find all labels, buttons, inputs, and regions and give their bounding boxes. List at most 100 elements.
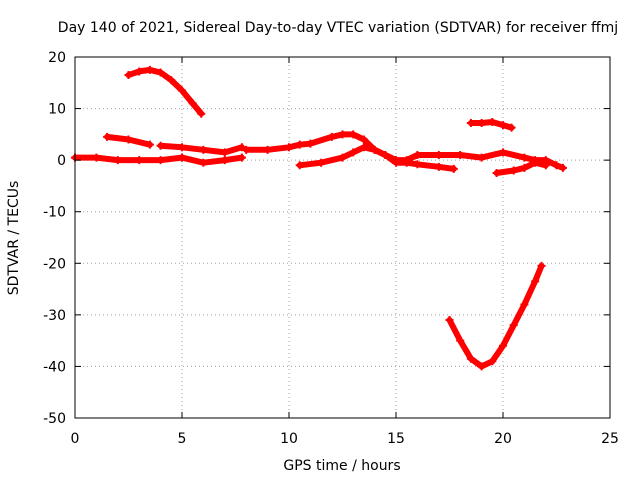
data-point xyxy=(520,163,529,172)
data-point xyxy=(306,139,315,148)
x-axis-label: GPS time / hours xyxy=(283,458,400,474)
data-point xyxy=(197,109,206,118)
series-trace xyxy=(125,66,205,117)
data-point xyxy=(520,300,529,309)
data-point xyxy=(520,153,529,162)
x-tick-label: 5 xyxy=(178,431,187,447)
data-point xyxy=(477,153,486,162)
data-point xyxy=(285,143,293,152)
data-point xyxy=(466,119,475,128)
data-point xyxy=(456,150,465,159)
y-tick-label: 20 xyxy=(48,50,66,66)
data-point xyxy=(402,158,411,167)
data-point xyxy=(537,261,546,270)
x-tick-label: 10 xyxy=(280,431,298,447)
y-tick-label: 0 xyxy=(57,153,66,169)
data-point xyxy=(92,153,101,162)
data-point xyxy=(456,336,465,345)
plot-frame xyxy=(74,56,611,419)
data-point xyxy=(434,162,443,171)
data-point xyxy=(237,153,246,162)
data-point xyxy=(237,143,246,152)
data-point xyxy=(413,150,422,159)
data-point xyxy=(359,135,368,144)
data-point xyxy=(178,86,186,95)
data-point xyxy=(507,123,516,132)
data-point xyxy=(359,143,368,152)
data-point xyxy=(492,169,501,178)
data-series-arc-1 xyxy=(71,153,246,167)
y-tick-label: -40 xyxy=(43,359,66,375)
data-point xyxy=(327,132,336,141)
y-tick-label: -50 xyxy=(43,411,66,427)
data-layer xyxy=(71,65,567,371)
data-point xyxy=(156,141,165,150)
data-point xyxy=(370,145,379,154)
x-tick-label: 0 xyxy=(71,431,80,447)
data-point xyxy=(220,148,229,157)
data-point xyxy=(499,341,507,350)
data-point xyxy=(338,130,347,139)
data-point xyxy=(477,362,486,371)
data-point xyxy=(381,150,390,159)
data-point xyxy=(434,150,443,159)
data-point xyxy=(413,160,422,169)
data-series-arc-3 xyxy=(103,132,154,149)
data-point xyxy=(156,156,165,165)
data-point xyxy=(135,156,144,165)
data-point xyxy=(392,158,400,167)
data-point xyxy=(295,161,304,170)
data-point xyxy=(477,119,486,128)
data-point xyxy=(488,357,497,366)
data-point xyxy=(499,148,507,157)
data-point xyxy=(188,99,197,108)
series-trace xyxy=(446,262,545,370)
y-axis-label: SDTVAR / TECUs xyxy=(6,181,22,296)
data-point xyxy=(509,166,518,175)
chart-title: Day 140 of 2021, Sidereal Day-to-day VTE… xyxy=(58,20,618,36)
data-point xyxy=(135,67,144,76)
data-point xyxy=(509,321,518,330)
data-point xyxy=(263,145,272,154)
data-point xyxy=(349,130,358,139)
data-point xyxy=(242,145,251,154)
data-point xyxy=(124,71,133,80)
data-point xyxy=(531,277,540,286)
y-tick-label: -10 xyxy=(43,205,66,221)
y-tick-label: -30 xyxy=(43,308,66,324)
data-point xyxy=(552,161,561,170)
y-tick-label: -20 xyxy=(43,256,66,272)
data-point xyxy=(167,76,176,85)
data-point xyxy=(466,354,475,363)
data-series-arc-9 xyxy=(445,261,546,371)
data-point xyxy=(145,140,154,149)
data-point xyxy=(558,163,567,172)
data-point xyxy=(499,121,507,130)
data-series-arc-4 xyxy=(156,141,246,157)
data-point xyxy=(541,161,550,170)
y-tick-label: 10 xyxy=(48,102,66,118)
data-point xyxy=(178,153,186,162)
data-point xyxy=(113,156,122,165)
x-tick-label: 25 xyxy=(601,431,619,447)
data-point xyxy=(488,117,497,126)
data-point xyxy=(103,132,112,141)
data-series-arc-8 xyxy=(492,158,550,178)
data-point xyxy=(338,153,347,162)
data-point xyxy=(124,135,133,144)
data-point xyxy=(317,158,326,167)
data-point xyxy=(531,158,540,167)
data-point xyxy=(349,148,358,157)
data-series-arc-7 xyxy=(466,117,516,132)
data-point xyxy=(295,140,304,149)
data-point xyxy=(178,143,186,152)
data-point xyxy=(449,164,458,173)
data-series-arc-2 xyxy=(124,65,206,118)
data-point xyxy=(199,145,208,154)
data-series-arc-6 xyxy=(295,143,458,173)
data-point xyxy=(199,158,208,167)
tick-layer: 0 5 10 15 20 25 -50 -40 -30 -20 -10 0 10 20 xyxy=(43,50,619,447)
data-point xyxy=(220,156,229,165)
